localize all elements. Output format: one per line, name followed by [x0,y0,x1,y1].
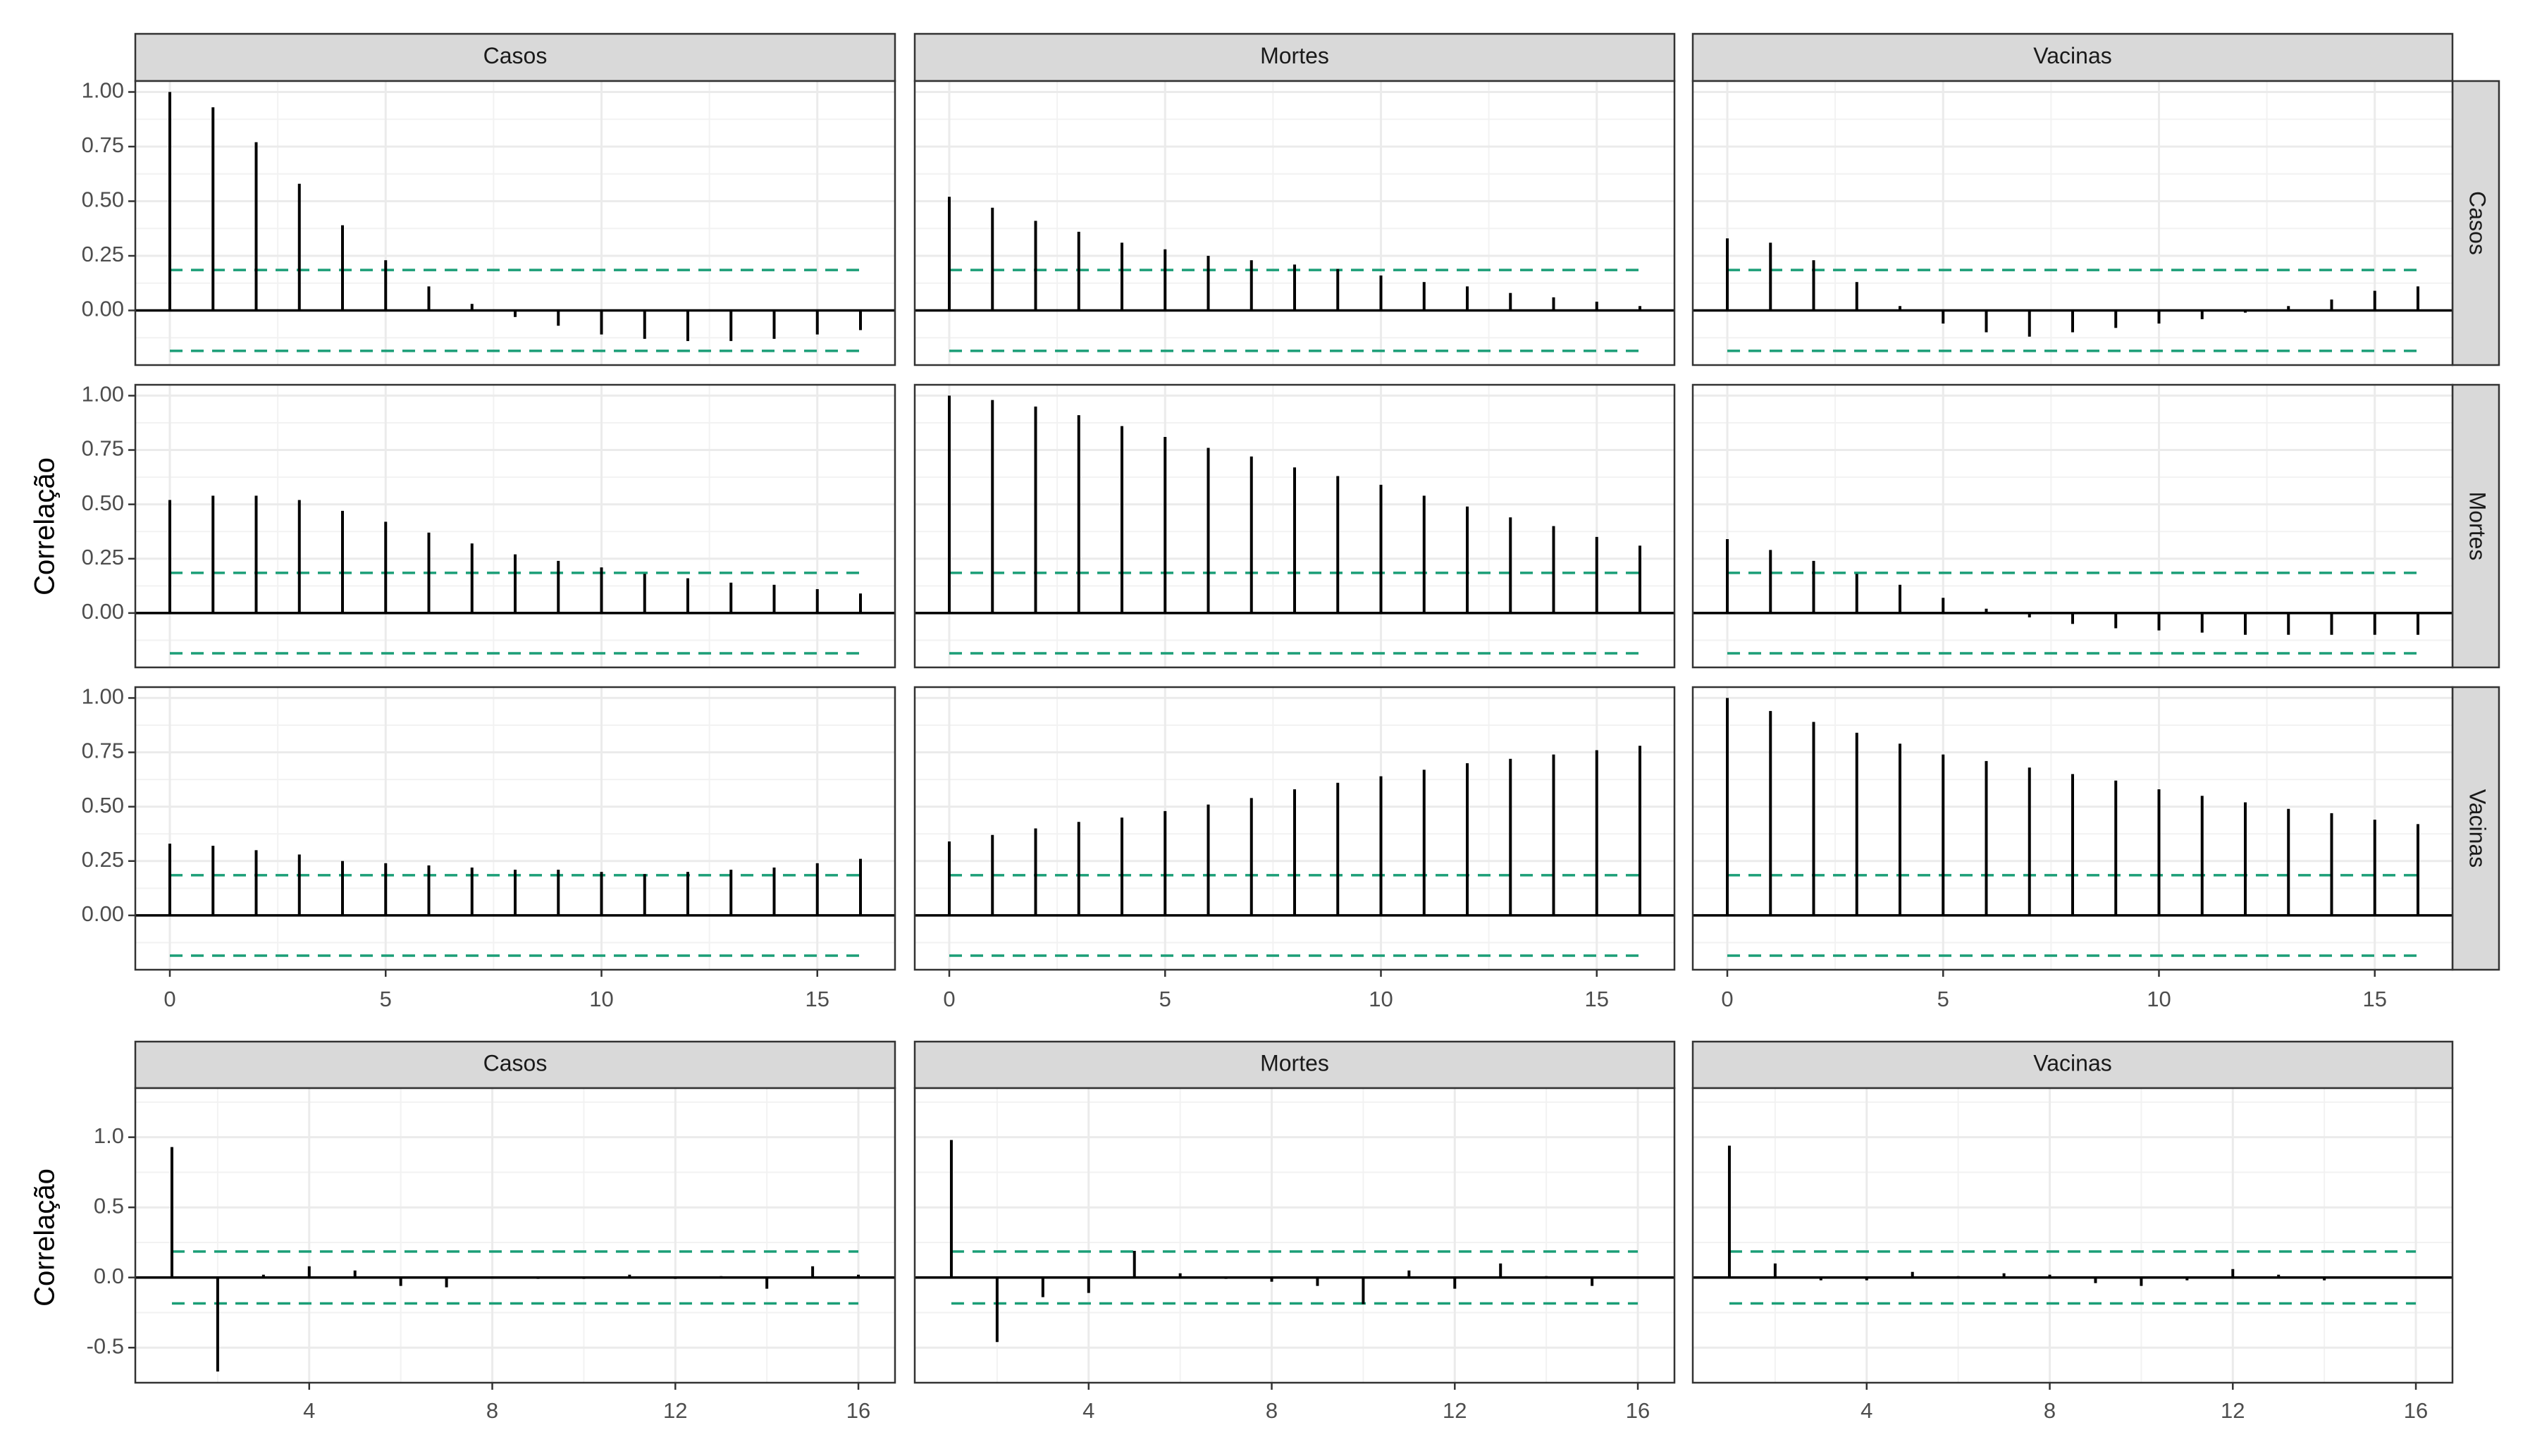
x-tick-label-16: 16 [1626,1398,1650,1423]
x-tick-label-10: 10 [1369,987,1393,1011]
panel-background [135,687,895,970]
y-tick-label--0-5: -0.5 [87,1333,124,1358]
panel-pacf-casos [134,1087,896,1384]
x-tick-label-16: 16 [2404,1398,2428,1423]
panel-border [913,80,1676,366]
pacf-col-mortes-strip [913,1040,1676,1090]
y-axis-title-pacf: Correlação [30,1168,61,1307]
panel-border [1691,1087,2454,1384]
y-tick-label-0-75: 0.75 [82,739,124,763]
y-tick-label-1-00: 1.00 [82,78,124,103]
col-casos-strip [134,32,896,82]
y-tick-label-0-25: 0.25 [82,847,124,872]
y-tick-label-0-00: 0.00 [82,901,124,926]
panel-mortes-vacinas [1691,383,2454,669]
panel-background [135,81,895,365]
panel-vacinas-vacinas [1691,686,2454,971]
panel-casos-casos [134,80,896,366]
y-tick-label-0-00: 0.00 [82,297,124,321]
panel-border [1691,383,2454,669]
row-mortes-strip-label: Mortes [2465,492,2491,561]
panel-background [915,81,1674,365]
panel-border [134,383,896,669]
x-tick-label-4: 4 [1861,1398,1872,1423]
x-tick-label-0: 0 [163,987,175,1011]
x-tick-label-15: 15 [806,987,829,1011]
panel-border [134,1087,896,1384]
x-tick-label-4: 4 [303,1398,315,1423]
y-tick-label-0-5: 0.5 [94,1193,124,1218]
panel-background [915,1088,1674,1383]
pacf-col-vacinas-strip [1691,1040,2454,1090]
col-mortes-strip [913,32,1676,82]
y-tick-label-0-50: 0.50 [82,491,124,515]
y-tick-label-0-25: 0.25 [82,242,124,266]
pacf-col-vacinas-strip-label: Vacinas [2033,1050,2111,1075]
y-tick-label-1-0: 1.0 [94,1123,124,1148]
panel-background [1693,1088,2452,1383]
row-mortes-strip [2451,383,2500,669]
x-tick-label-5: 5 [1159,987,1171,1011]
y-tick-label-0-75: 0.75 [82,132,124,157]
panel-casos-vacinas [1691,80,2454,366]
panel-border [134,80,896,366]
panel-border [1691,80,2454,366]
panel-background [135,1088,895,1383]
x-tick-label-5: 5 [1937,987,1949,1011]
y-tick-label-1-00: 1.00 [82,382,124,407]
panel-background [135,385,895,667]
x-tick-label-12: 12 [2221,1398,2245,1423]
col-casos-strip-label: Casos [483,43,548,68]
panel-casos-mortes [913,80,1676,366]
x-tick-label-15: 15 [2363,987,2387,1011]
row-casos-strip [2451,80,2500,366]
x-tick-label-16: 16 [846,1398,870,1423]
x-tick-label-10: 10 [2147,987,2171,1011]
x-tick-label-12: 12 [663,1398,687,1423]
y-tick-label-0-25: 0.25 [82,545,124,569]
col-mortes-strip-label: Mortes [1260,43,1329,68]
pacf-col-mortes-strip-label: Mortes [1260,1050,1329,1075]
x-tick-label-12: 12 [1443,1398,1467,1423]
x-tick-label-0: 0 [1721,987,1733,1011]
panel-border [1691,686,2454,971]
panel-border [913,1087,1676,1384]
row-vacinas-strip-label: Vacinas [2465,789,2491,868]
panel-border [913,383,1676,669]
row-casos-strip-label: Casos [2465,191,2491,255]
y-tick-label-0-0: 0.0 [94,1264,124,1288]
panel-mortes-casos [134,383,896,669]
panel-pacf-vacinas [1691,1087,2454,1384]
panel-border [134,686,896,971]
panel-vacinas-mortes [913,686,1676,971]
x-tick-label-15: 15 [1585,987,1609,1011]
y-tick-label-1-00: 1.00 [82,684,124,709]
panel-background [1693,385,2452,667]
pacf-col-casos-strip-label: Casos [483,1050,548,1075]
y-tick-label-0-50: 0.50 [82,187,124,212]
col-vacinas-strip-label: Vacinas [2033,43,2111,68]
col-vacinas-strip [1691,32,2454,82]
y-tick-label-0-00: 0.00 [82,599,124,624]
x-tick-label-10: 10 [589,987,613,1011]
x-tick-label-8: 8 [1266,1398,1278,1423]
panel-border [913,686,1676,971]
panel-mortes-mortes [913,383,1676,669]
pacf-col-casos-strip [134,1040,896,1090]
panel-pacf-mortes [913,1087,1676,1384]
x-tick-label-0: 0 [943,987,955,1011]
x-tick-label-8: 8 [2044,1398,2056,1423]
x-tick-label-8: 8 [486,1398,498,1423]
x-tick-label-4: 4 [1082,1398,1094,1423]
x-tick-label-5: 5 [380,987,392,1011]
y-tick-label-0-75: 0.75 [82,436,124,461]
panel-vacinas-casos [134,686,896,971]
y-axis-title-acf: Correlação [30,457,61,596]
y-tick-label-0-50: 0.50 [82,793,124,818]
